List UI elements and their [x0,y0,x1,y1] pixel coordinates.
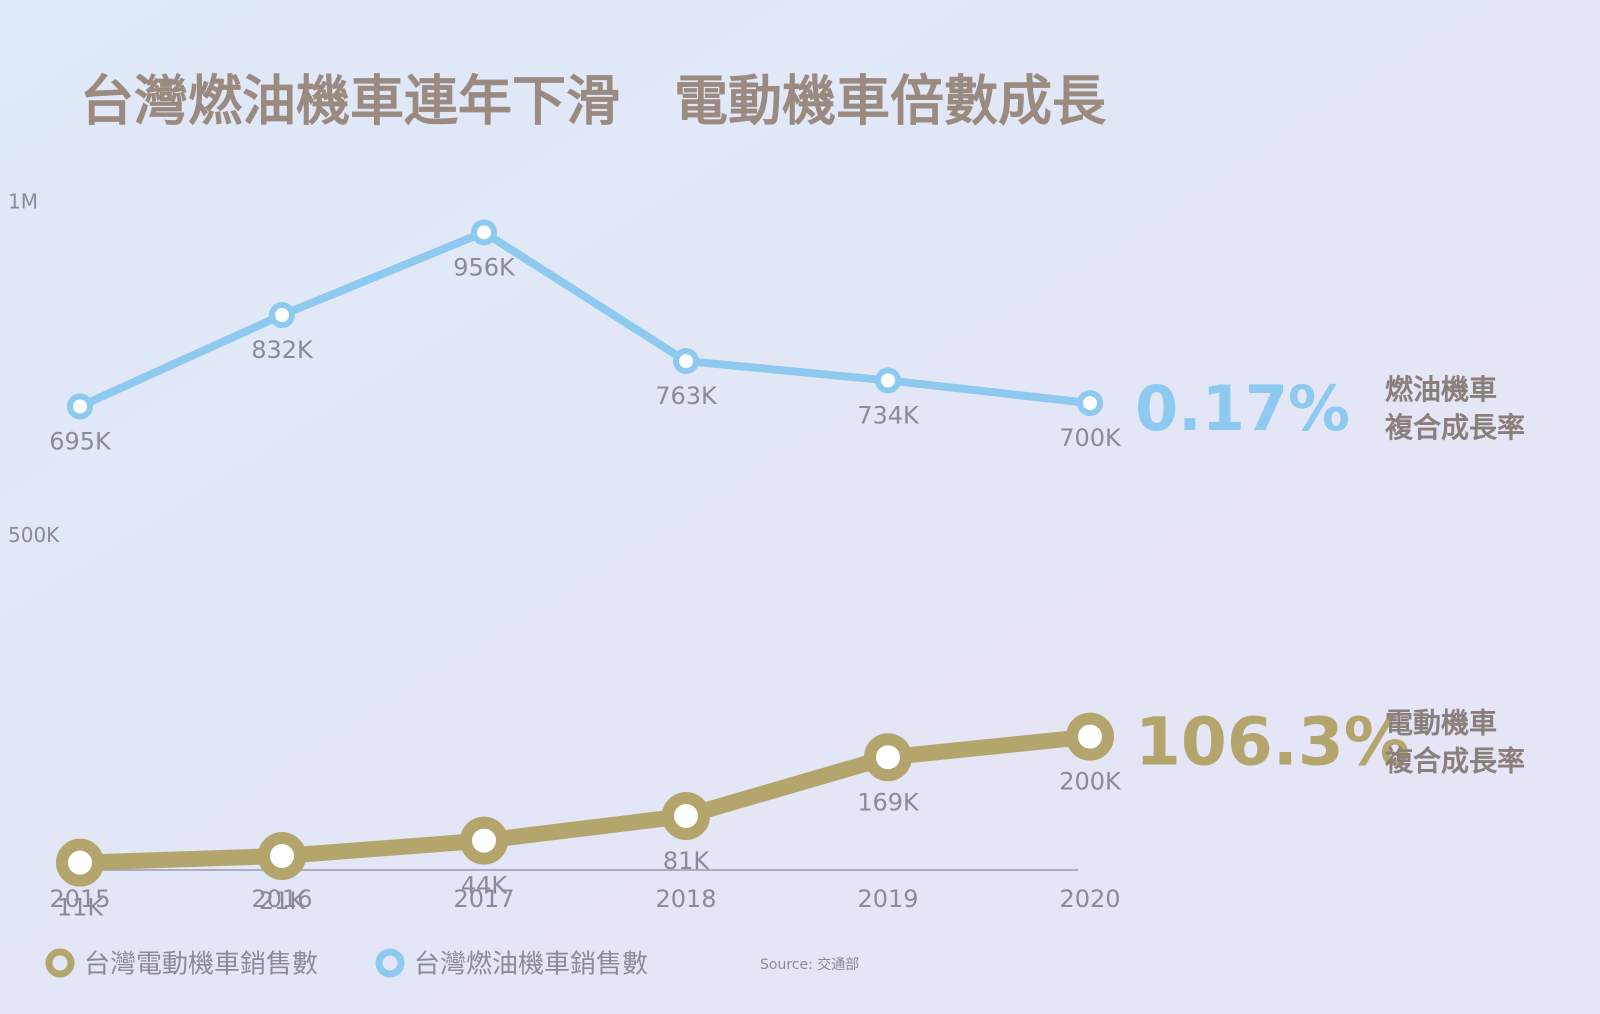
legend-marker [375,948,405,978]
growth-rate-label: 燃油機車 [1385,373,1497,406]
data-point [460,816,508,865]
x-tick-label: 2016 [251,885,312,913]
x-tick-label: 2020 [1059,885,1120,913]
chart-title: 台灣燃油機車連年下滑 電動機車倍數成長 [80,70,1107,133]
value-label: 200K [1059,768,1122,796]
value-label: 21K [259,887,307,915]
x-tick-label: 2015 [49,885,110,913]
value-label: 763K [655,382,718,410]
series-line [79,728,1091,871]
data-point [269,302,295,329]
legend-marker [45,948,75,978]
growth-rate-label: 複合成長率 [1385,745,1525,778]
growth-rate-label: 複合成長率 [1385,411,1525,444]
value-label: 700K [1059,424,1122,452]
data-point [56,838,104,887]
y-tick-label: 1M [8,190,38,214]
value-label: 832K [251,336,314,364]
source: Source: 交通部 [760,956,859,973]
data-point [1077,390,1103,417]
value-label: 81K [663,847,711,875]
legend-label: 台灣電動機車銷售數 [84,950,318,980]
data-point [662,791,710,840]
data-point [258,831,306,880]
value-label: 956K [453,253,516,281]
x-tick-label: 2019 [857,885,918,913]
value-label: 11K [57,894,105,922]
data-point [1066,712,1114,761]
data-point [875,367,901,394]
value-label: 169K [857,788,920,816]
data-point [471,219,497,246]
data-point [67,393,93,420]
series-line [78,228,1091,411]
x-tick-label: 2018 [655,885,716,913]
growth-rate-label: 電動機車 [1385,707,1497,740]
x-tick-label: 2017 [453,885,514,913]
data-point [864,733,912,782]
value-label: 695K [49,427,112,455]
growth-rate: 106.3% [1135,704,1410,781]
data-point [673,348,699,375]
y-tick-label: 500K [8,523,60,547]
value-label: 44K [461,872,509,900]
legend-label: 台灣燃油機車銷售數 [414,950,648,980]
growth-rate: 0.17% [1135,372,1350,445]
value-label: 734K [857,401,920,429]
